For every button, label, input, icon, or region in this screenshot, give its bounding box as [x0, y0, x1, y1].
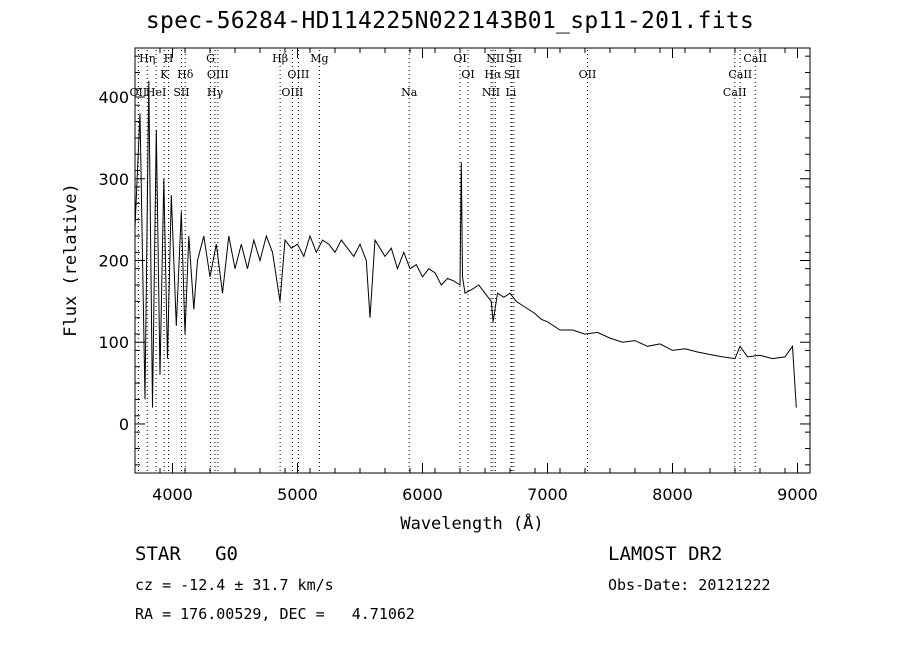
line-marker-label: Na	[401, 86, 418, 99]
line-marker-label: CaII	[743, 52, 767, 65]
spectrum-series-0	[134, 80, 797, 408]
line-marker-label: OII	[579, 68, 597, 81]
x-tick-label: 5000	[277, 485, 318, 504]
line-marker-layer: OIIHηHeIKHSIIHδGHγOIIIHβOIIIOIIIMgNaOIOI…	[130, 50, 767, 473]
line-marker-label: OIII	[281, 86, 303, 99]
line-marker-label: Hα	[484, 68, 502, 81]
y-tick-label: 200	[98, 252, 129, 271]
line-marker-label: HeI	[146, 86, 166, 99]
line-marker-label: H	[164, 52, 174, 65]
line-marker-label: SII	[504, 68, 520, 81]
line-marker-label: Mg	[310, 52, 328, 65]
line-marker-label: OI	[461, 68, 474, 81]
y-tick-label: 400	[98, 88, 129, 107]
line-marker-label: OII	[130, 86, 148, 99]
x-tick-label: 8000	[652, 485, 693, 504]
x-tick-label: 6000	[402, 485, 443, 504]
x-tick-label: 4000	[152, 485, 193, 504]
redshift-label: cz = -12.4 ± 31.7 km/s	[135, 576, 334, 594]
y-axis-label: Flux (relative)	[61, 183, 81, 337]
x-tick-label: 9000	[777, 485, 818, 504]
y-tick-label: 300	[98, 170, 129, 189]
line-marker-label: SII	[173, 86, 189, 99]
spectrum-layer	[134, 80, 797, 408]
chart-title: spec-56284-HD114225N022143B01_sp11-201.f…	[145, 8, 755, 34]
y-tick-label: 0	[119, 415, 129, 434]
x-axis-label: Wavelength (Å)	[400, 512, 543, 534]
line-marker-label: NII	[482, 86, 500, 99]
line-marker-label: NII	[486, 52, 504, 65]
survey-label: LAMOST DR2	[608, 543, 723, 565]
line-marker-label: OIII	[207, 68, 229, 81]
line-marker-label: OIII	[287, 68, 309, 81]
line-marker-label: Hη	[139, 52, 155, 65]
classification-label: STAR G0	[135, 543, 238, 565]
line-marker-label: Hδ	[177, 68, 194, 81]
axis-layer: 4000 5000 6000 7000 8000 9000 0 100 200 300 400	[98, 48, 818, 504]
line-marker-label: SII	[506, 52, 522, 65]
line-marker-label: CaII	[723, 86, 747, 99]
line-marker-label: Hβ	[272, 52, 288, 65]
line-marker-label: G	[206, 52, 215, 65]
line-marker-label: K	[160, 68, 169, 81]
plot-frame	[134, 47, 811, 474]
line-marker-label: Li	[505, 86, 516, 99]
line-marker-label: OI	[453, 52, 466, 65]
y-tick-label: 100	[98, 333, 129, 352]
x-tick-label: 7000	[527, 485, 568, 504]
obs-date-label: Obs-Date: 20121222	[608, 576, 771, 594]
line-marker-label: CaII	[728, 68, 752, 81]
coordinates-label: RA = 176.00529, DEC = 4.71062	[135, 605, 415, 623]
line-marker-label: Hγ	[207, 86, 224, 99]
